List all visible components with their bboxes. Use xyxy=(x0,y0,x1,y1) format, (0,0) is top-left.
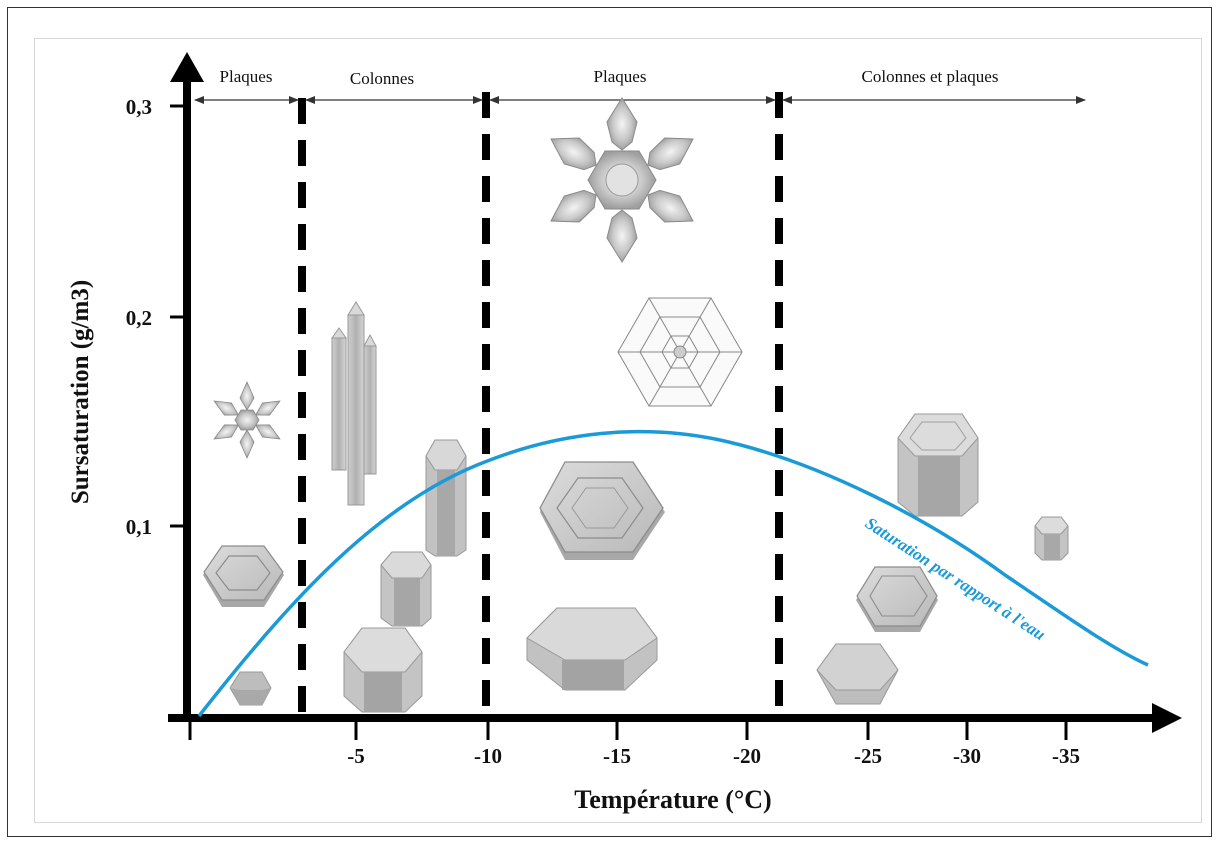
hex-column-small-icon xyxy=(1034,516,1069,561)
region-label: Colonnes xyxy=(350,69,414,88)
region-label: Plaques xyxy=(220,67,273,86)
snowflake-large-icon xyxy=(550,97,694,263)
hex-column-icon xyxy=(380,551,432,627)
hex-prism-wide-icon xyxy=(526,607,658,691)
x-tick-label: -10 xyxy=(474,744,502,768)
region-dividers xyxy=(298,92,783,716)
x-tick-label: -30 xyxy=(953,744,981,768)
outer-frame xyxy=(7,7,1212,837)
y-tick-label: 0,3 xyxy=(126,95,152,119)
hex-plate-icon xyxy=(856,566,938,632)
hex-plate-icon xyxy=(203,545,284,607)
saturation-curve xyxy=(197,429,1149,718)
y-axis-arrow xyxy=(170,52,204,82)
x-tick-marks xyxy=(188,718,1068,740)
x-tick-label: -20 xyxy=(733,744,761,768)
snowflake-small-icon xyxy=(213,381,281,459)
x-tick-label: -5 xyxy=(347,744,365,768)
hex-plate-large-icon xyxy=(539,461,665,560)
x-axis-title: Température (°C) xyxy=(574,785,771,814)
hex-prism-icon xyxy=(816,643,899,705)
hex-prism-icon xyxy=(343,627,423,713)
column-cluster-icon xyxy=(331,301,377,506)
hex-column-icon xyxy=(425,439,467,557)
x-tick-label: -15 xyxy=(603,744,631,768)
snowflake-sector-icon xyxy=(617,297,743,407)
x-axis-arrow xyxy=(1152,703,1182,733)
crystal-illustrations xyxy=(203,97,1069,713)
x-tick-label: -35 xyxy=(1052,744,1080,768)
hex-column-icon xyxy=(897,413,979,517)
axes: 0,3 0,2 0,1 -5 -10 -15 -20 -25 -30 -35 T… xyxy=(67,52,1182,814)
hex-prism-small-icon xyxy=(229,671,272,706)
region-label: Plaques xyxy=(594,67,647,86)
region-label: Colonnes et plaques xyxy=(862,67,999,86)
y-tick-label: 0,2 xyxy=(126,306,152,330)
x-tick-label: -25 xyxy=(854,744,882,768)
y-tick-label: 0,1 xyxy=(126,515,152,539)
y-axis-title: Sursaturation (g/m3) xyxy=(67,280,94,504)
